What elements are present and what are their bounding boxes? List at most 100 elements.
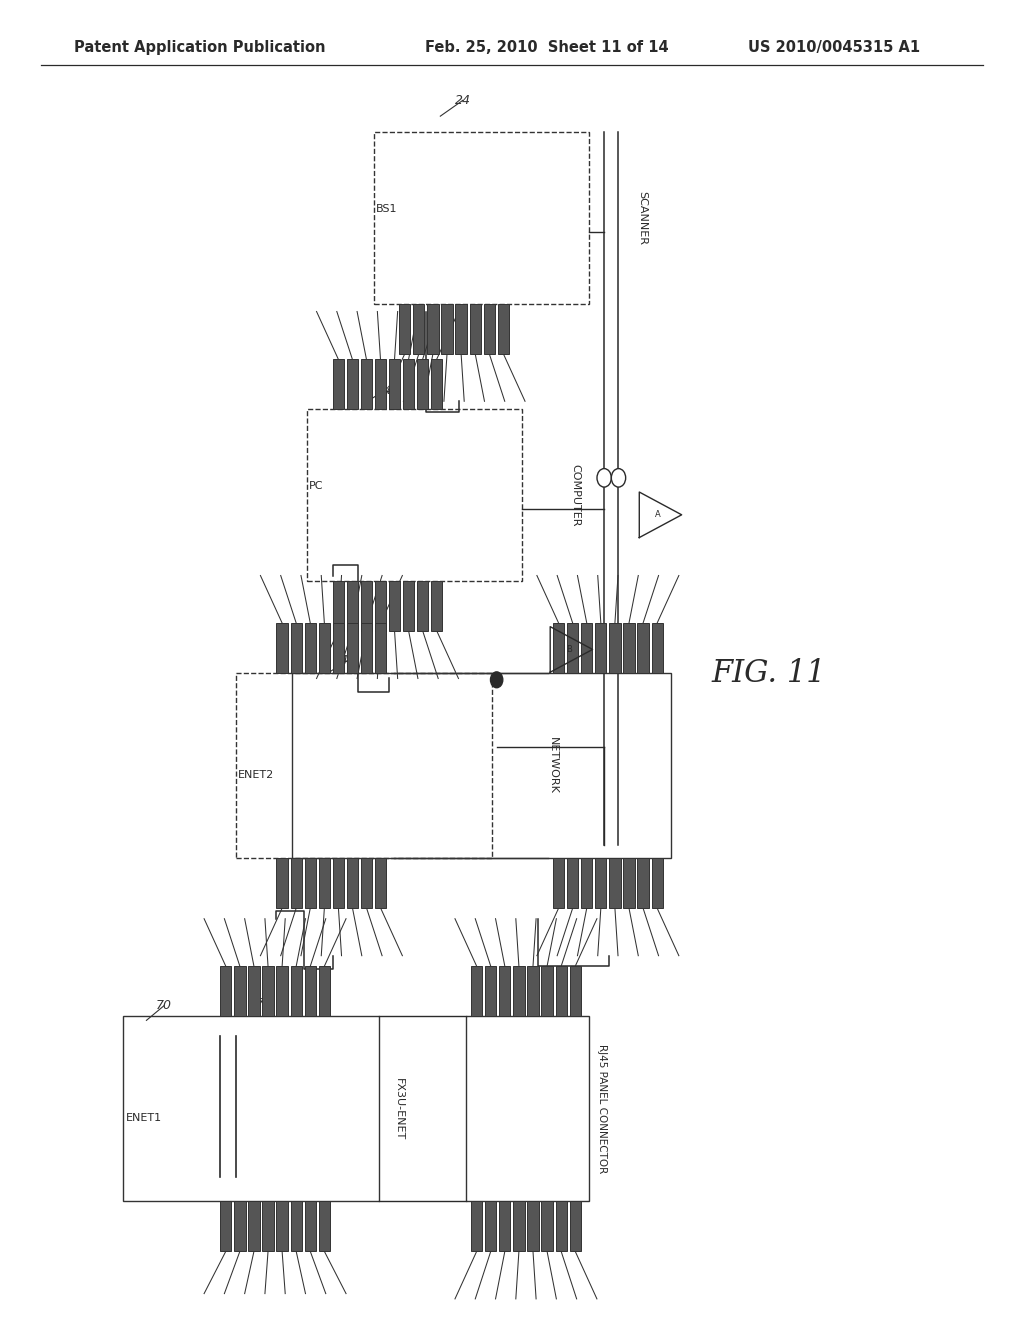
Bar [305,858,315,908]
Bar [527,966,539,1016]
Bar [360,359,372,409]
Text: ENET2: ENET2 [238,770,273,780]
Bar [651,623,663,673]
Bar [513,966,524,1016]
Bar [236,673,492,858]
Bar [637,858,649,908]
Text: US 2010/0045315 A1: US 2010/0045315 A1 [748,40,920,55]
Bar [595,858,606,908]
Bar [651,858,663,908]
Circle shape [490,672,503,688]
Text: FIG. 11: FIG. 11 [712,657,826,689]
Bar [527,1201,539,1251]
Bar [609,858,621,908]
Bar [637,623,649,673]
Bar [624,858,635,908]
Bar [262,1201,273,1251]
Bar [624,623,635,673]
Bar [291,966,302,1016]
Text: 77: 77 [251,998,265,1008]
Bar [347,359,358,409]
Bar [276,858,288,908]
Bar [220,1201,231,1251]
Bar [305,1201,316,1251]
Bar [414,304,425,354]
Bar [569,966,581,1016]
Bar [361,623,373,673]
Bar [485,1201,497,1251]
Bar [318,966,330,1016]
Bar [567,623,579,673]
Text: SCANNER: SCANNER [637,191,647,244]
Text: RJ45 PANEL CONNECTOR: RJ45 PANEL CONNECTOR [597,1044,607,1173]
Text: COMPUTER: COMPUTER [570,463,581,527]
Text: Feb. 25, 2010  Sheet 11 of 14: Feb. 25, 2010 Sheet 11 of 14 [425,40,669,55]
Bar [291,858,302,908]
Bar [318,858,330,908]
Text: 44: 44 [340,653,356,667]
Bar [553,858,564,908]
Bar [234,966,246,1016]
Bar [389,359,400,409]
Bar [485,966,497,1016]
Text: ENET1: ENET1 [126,1113,162,1123]
Bar [555,966,567,1016]
Bar [360,581,372,631]
Bar [403,581,415,631]
Bar [347,623,358,673]
Bar [403,359,415,409]
Bar [276,1201,288,1251]
Bar [555,1201,567,1251]
Bar [374,132,589,304]
Bar [291,1201,302,1251]
Bar [249,1201,260,1251]
Bar [123,1016,379,1201]
Bar [567,858,579,908]
Bar [466,1016,589,1201]
Bar [500,1201,511,1251]
Bar [276,623,288,673]
Bar [389,581,400,631]
Bar [262,966,273,1016]
Bar [375,623,386,673]
Bar [470,304,481,354]
Text: 14: 14 [376,384,392,397]
Bar [318,1201,330,1251]
Text: Patent Application Publication: Patent Application Publication [74,40,326,55]
Bar [513,1201,524,1251]
Bar [456,304,467,354]
Bar [276,966,288,1016]
Bar [291,623,302,673]
Bar [347,581,358,631]
Bar [292,673,671,858]
Text: FX3U-ENET: FX3U-ENET [394,1077,404,1140]
Bar [234,1201,246,1251]
Circle shape [611,469,626,487]
Bar [471,966,482,1016]
Bar [375,858,386,908]
Bar [582,858,592,908]
Text: PC: PC [309,482,324,491]
Bar [318,623,330,673]
Bar [305,623,315,673]
Bar [417,581,428,631]
Text: A: A [655,511,662,519]
Bar [569,1201,581,1251]
Bar [333,623,344,673]
Bar [431,359,442,409]
Bar [220,966,231,1016]
Bar [431,581,442,631]
Bar [483,304,495,354]
Text: 70: 70 [156,999,172,1012]
Bar [553,623,564,673]
Bar [249,966,260,1016]
Bar [361,858,373,908]
Bar [375,359,386,409]
Bar [500,966,511,1016]
Bar [399,304,411,354]
Circle shape [597,469,611,487]
Text: 24: 24 [455,94,471,107]
Bar [307,409,522,581]
Bar [333,858,344,908]
Bar [582,623,592,673]
